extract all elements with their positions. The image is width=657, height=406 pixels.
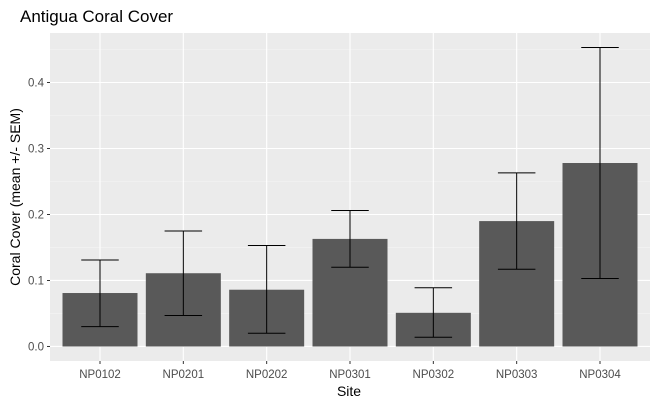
error-bars: [81, 47, 619, 338]
x-tick-label: NP0202: [246, 369, 288, 381]
y-tick-label: 0.1: [28, 275, 44, 287]
x-tick-label: NP0201: [163, 369, 205, 381]
y-tick-label: 0.0: [28, 341, 44, 353]
y-axis-title: Coral Cover (mean +/- SEM): [7, 108, 23, 286]
y-axis: 0.0 0.1 0.2 0.3 0.4: [28, 77, 50, 353]
y-tick-label: 0.2: [28, 209, 44, 221]
x-tick-label: NP0304: [579, 369, 621, 381]
x-axis-title: Site: [337, 383, 361, 399]
chart-title: Antigua Coral Cover: [20, 7, 173, 26]
x-axis: NP0102 NP0201 NP0202 NP0301 NP0302 NP0303 NP03…: [79, 361, 621, 381]
x-tick-label: NP0303: [496, 369, 538, 381]
y-tick-label: 0.3: [28, 143, 44, 155]
x-tick-label: NP0102: [79, 369, 121, 381]
x-tick-label: NP0302: [413, 369, 455, 381]
y-tick-label: 0.4: [28, 77, 45, 89]
x-tick-label: NP0301: [329, 369, 371, 381]
